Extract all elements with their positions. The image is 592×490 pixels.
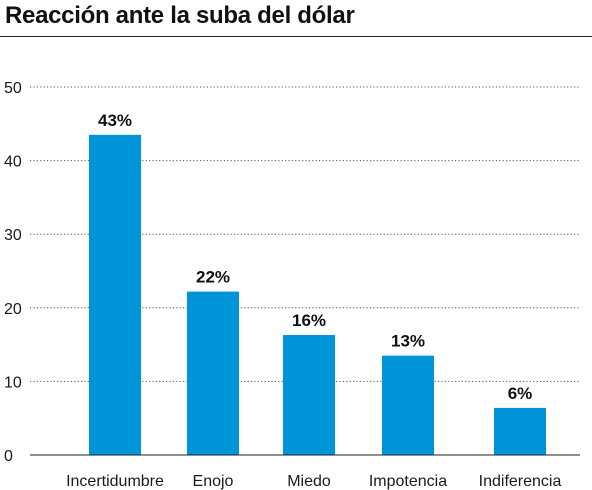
data-labels: 43% 22% 16% 13% 6% — [98, 111, 532, 403]
y-tick-label: 50 — [4, 80, 22, 97]
y-axis-ticks: 0 10 20 30 40 50 — [4, 80, 22, 465]
bar-indiferencia — [494, 407, 546, 455]
y-tick-label: 40 — [4, 154, 22, 171]
bar-miedo — [283, 335, 335, 455]
chart-title: Reacción ante la suba del dólar — [5, 2, 355, 29]
data-label: 6% — [508, 384, 533, 403]
x-axis-ticks: Incertidumbre Enojo Miedo Impotencia Indifer… — [66, 473, 561, 490]
y-tick-label: 10 — [4, 374, 22, 391]
bars — [89, 134, 546, 455]
x-tick-label: Impotencia — [369, 473, 447, 490]
data-label: 22% — [196, 268, 230, 287]
x-tick-label: Enojo — [193, 473, 234, 490]
title-divider — [0, 36, 592, 37]
data-label: 43% — [98, 111, 132, 130]
y-tick-label: 0 — [4, 448, 13, 465]
x-tick-label: Miedo — [287, 473, 331, 490]
bar-enojo — [187, 291, 239, 455]
bar-impotencia — [382, 355, 434, 455]
y-tick-label: 20 — [4, 301, 22, 318]
bar-incertidumbre — [89, 134, 141, 455]
y-tick-label: 30 — [4, 227, 22, 244]
data-label: 16% — [292, 311, 326, 330]
x-tick-label: Incertidumbre — [66, 473, 164, 490]
x-tick-label: Indiferencia — [479, 473, 562, 490]
data-label: 13% — [391, 332, 425, 351]
